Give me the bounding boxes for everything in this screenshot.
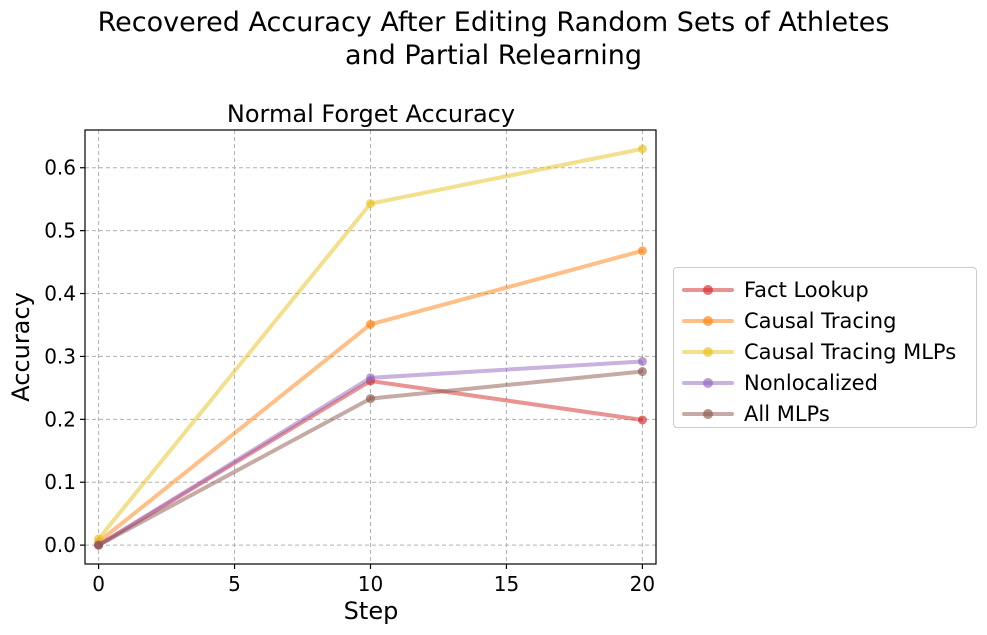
x-axis-ticks: 0 5 10 15 20	[92, 564, 655, 596]
legend-marker	[703, 285, 713, 295]
legend-label: Causal Tracing MLPs	[744, 340, 957, 364]
legend-item: Nonlocalized	[674, 366, 974, 396]
x-axis-label: Step	[344, 597, 399, 625]
y-tick-label: 0.2	[44, 407, 76, 431]
y-axis-ticks: 0.0 0.1 0.2 0.3 0.4 0.5 0.6	[44, 156, 85, 557]
y-axis-label: Accuracy	[7, 292, 35, 402]
x-tick-label: 15	[494, 572, 519, 596]
data-point	[637, 367, 647, 377]
chart-title: Normal Forget Accuracy	[227, 100, 515, 128]
legend-item: Fact Lookup	[674, 273, 974, 303]
legend-item: All MLPs	[674, 397, 974, 427]
y-tick-label: 0.0	[44, 533, 76, 557]
x-tick-label: 20	[630, 572, 655, 596]
x-tick-label: 10	[358, 572, 383, 596]
data-point	[637, 144, 647, 154]
data-point	[94, 534, 104, 544]
y-tick-label: 0.6	[44, 156, 76, 180]
data-point	[94, 540, 104, 550]
y-tick-label: 0.5	[44, 219, 76, 243]
legend-marker	[703, 409, 713, 419]
data-point	[637, 246, 647, 256]
legend-label: Causal Tracing	[744, 309, 897, 333]
data-point	[366, 373, 375, 383]
data-point	[366, 199, 375, 209]
legend-marker	[703, 316, 713, 326]
x-tick-label: 0	[92, 572, 105, 596]
data-point	[637, 415, 647, 425]
series-group	[94, 144, 647, 550]
legend-label: Fact Lookup	[744, 278, 869, 302]
x-tick-label: 5	[228, 572, 241, 596]
y-tick-label: 0.3	[44, 344, 76, 368]
legend-marker	[703, 378, 713, 388]
series-all-mlps	[94, 367, 647, 550]
legend-item: Causal Tracing	[674, 304, 974, 334]
y-tick-label: 0.4	[44, 282, 76, 306]
data-point	[366, 394, 375, 404]
legend-marker	[703, 347, 713, 357]
legend-item: Causal Tracing MLPs	[674, 335, 974, 365]
legend: Fact Lookup Causal Tracing Causal Tracing …	[673, 267, 977, 428]
figure-suptitle: Recovered Accuracy After Editing Random …	[97, 7, 890, 71]
series-causal-tracing-mlps	[94, 144, 647, 544]
data-point	[366, 319, 375, 329]
y-tick-label: 0.1	[44, 470, 76, 494]
legend-label: All MLPs	[744, 402, 830, 426]
legend-label: Nonlocalized	[744, 371, 878, 395]
data-point	[637, 356, 647, 366]
